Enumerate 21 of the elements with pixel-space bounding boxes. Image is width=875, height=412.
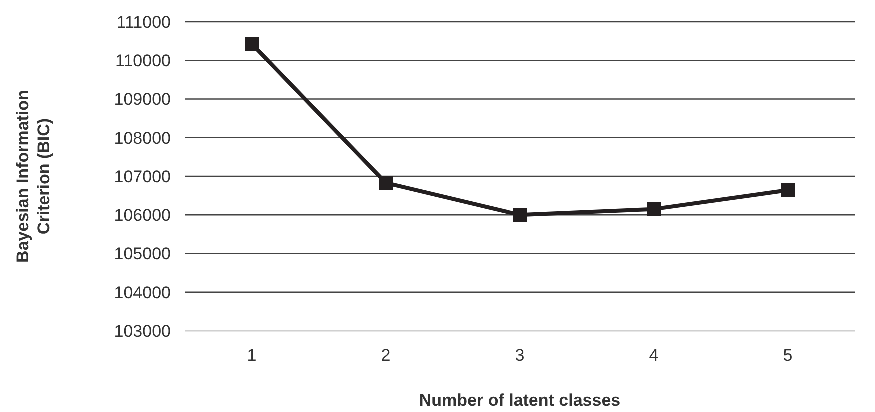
x-tick-label: 4 xyxy=(649,346,659,365)
y-tick-label: 106000 xyxy=(114,206,171,226)
point xyxy=(781,183,795,198)
y-tick-label: 104000 xyxy=(114,283,171,302)
x-tick-label: 3 xyxy=(515,346,525,365)
y-axis-title: Bayesian Information Criterion (BIC) xyxy=(13,90,54,263)
y-tick-label: 111000 xyxy=(116,12,171,32)
point xyxy=(647,202,661,216)
x-axis-title: Number of latent classes xyxy=(419,391,621,410)
x-tick-label: 2 xyxy=(381,346,391,365)
point xyxy=(245,37,259,52)
point xyxy=(379,176,393,190)
y-tick-label: 110000 xyxy=(116,52,171,71)
y-tick-label: 108000 xyxy=(114,128,171,148)
x-tick-label: 1 xyxy=(247,346,257,365)
y-tick-label: 107000 xyxy=(114,167,171,186)
y-tick-label: 105000 xyxy=(114,244,171,264)
x-tick-label: 5 xyxy=(783,346,793,365)
y-tick-label: 103000 xyxy=(114,322,171,341)
point xyxy=(513,208,527,222)
y-tick-label: 109000 xyxy=(114,90,171,110)
